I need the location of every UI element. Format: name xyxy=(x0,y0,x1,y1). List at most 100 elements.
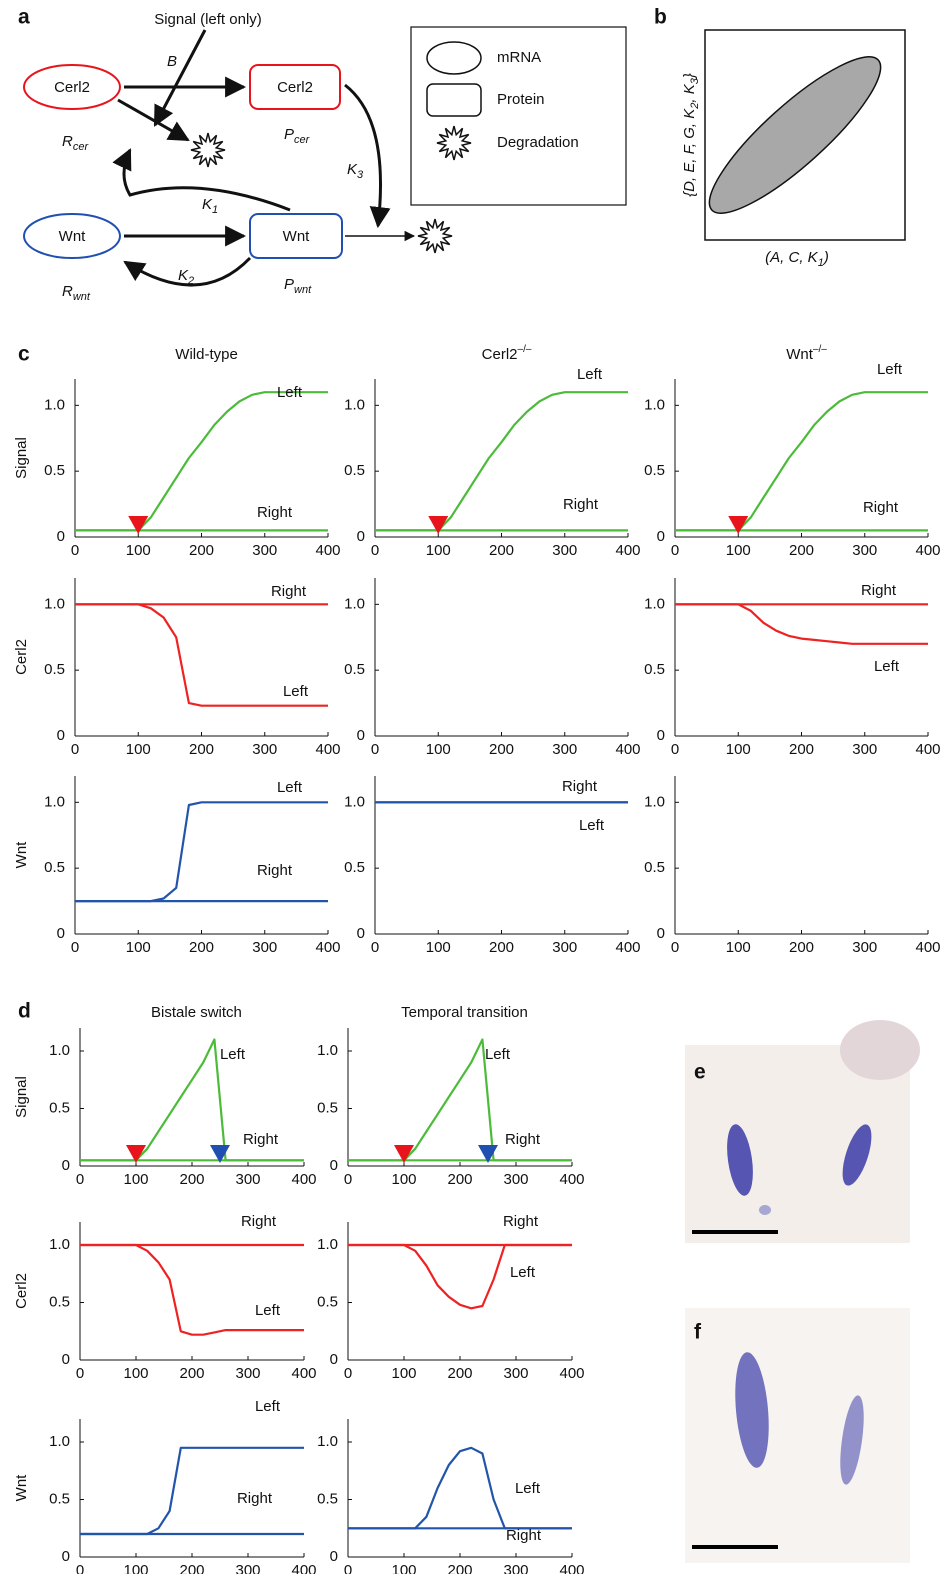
x-tick-label: 200 xyxy=(179,1171,204,1188)
parameter-box xyxy=(704,29,906,241)
input-label: Signal (left only) xyxy=(154,11,262,28)
x-tick-label: 300 xyxy=(252,741,277,758)
node-label: Wnt xyxy=(59,228,87,245)
legend-label: Degradation xyxy=(497,134,579,151)
y-tick-label: 0.5 xyxy=(344,462,365,479)
x-tick-label: 400 xyxy=(291,1171,316,1188)
title-text: Wnt xyxy=(786,346,814,363)
x-tick-label: 100 xyxy=(391,1562,416,1574)
onset-marker xyxy=(478,1145,498,1163)
node-label: Cerl2 xyxy=(54,79,90,96)
node-label: Cerl2 xyxy=(277,79,313,96)
subscript: wnt xyxy=(294,284,312,296)
series-label: Right xyxy=(863,499,899,516)
x-tick-label: 100 xyxy=(726,939,751,956)
title-text: Temporal transition xyxy=(401,1004,528,1021)
x-tick-label: 0 xyxy=(671,542,679,559)
variable-label: Pwnt xyxy=(284,276,312,296)
x-tick-label: 200 xyxy=(789,542,814,559)
param-label: K3 xyxy=(347,161,364,181)
subscript: cer xyxy=(73,141,90,153)
x-tick-label: 200 xyxy=(447,1562,472,1574)
x-tick-label: 0 xyxy=(671,741,679,758)
expression-spot xyxy=(759,1205,771,1215)
y-tick-label: 0 xyxy=(57,528,65,545)
x-tick-label: 200 xyxy=(447,1171,472,1188)
y-tick-label: 1.0 xyxy=(644,396,665,413)
param-label: K1 xyxy=(202,196,218,216)
x-tick-label: 0 xyxy=(71,939,79,956)
x-tick-label: 400 xyxy=(915,741,940,758)
x-tick-label: 300 xyxy=(552,741,577,758)
x-tick-label: 100 xyxy=(426,741,451,758)
x-tick-label: 200 xyxy=(189,939,214,956)
series-label: Left xyxy=(220,1046,246,1063)
variable-label: Rwnt xyxy=(62,283,91,303)
x-tick-label: 300 xyxy=(852,741,877,758)
y-tick-label: 0.5 xyxy=(644,462,665,479)
y-tick-label: 0 xyxy=(330,1351,338,1368)
x-tick-label: 100 xyxy=(426,542,451,559)
x-tick-label: 300 xyxy=(235,1562,260,1574)
x-tick-label: 400 xyxy=(559,1365,584,1382)
x-tick-label: 100 xyxy=(391,1365,416,1382)
mrna-node xyxy=(23,64,121,110)
y-tick-label: 0 xyxy=(657,727,665,744)
x-tick-label: 200 xyxy=(179,1562,204,1574)
x-tick-label: 400 xyxy=(559,1562,584,1574)
y-tick-label: 1.0 xyxy=(317,1042,338,1059)
axis-label: (A, C, K1) xyxy=(765,249,829,269)
y-tick-label: 0.5 xyxy=(644,859,665,876)
panel-label: e xyxy=(694,1061,706,1084)
legend-symbol xyxy=(426,41,482,75)
x-tick-label: 400 xyxy=(615,542,640,559)
expression-spot xyxy=(727,1124,753,1196)
symbol: P xyxy=(284,276,294,293)
stain-image: e xyxy=(685,1020,920,1243)
panel-label: d xyxy=(18,1000,31,1023)
x-tick-label: 300 xyxy=(503,1171,528,1188)
panel-label: a xyxy=(18,6,30,29)
x-tick-label: 200 xyxy=(489,939,514,956)
series-label: Left xyxy=(255,1398,281,1415)
parameter-region xyxy=(708,56,882,214)
mrna-node xyxy=(23,213,121,259)
x-tick-label: 0 xyxy=(671,939,679,956)
onset-marker xyxy=(210,1145,230,1163)
x-tick-label: 300 xyxy=(852,542,877,559)
subscript: wnt xyxy=(73,291,91,303)
node-label: Wnt xyxy=(283,228,311,245)
y-tick-label: 0 xyxy=(330,1548,338,1565)
x-tick-label: 400 xyxy=(915,939,940,956)
chart-title: Wild-type xyxy=(175,346,238,363)
y-tick-label: 1.0 xyxy=(44,396,65,413)
variable-label: Pcer xyxy=(284,126,311,146)
series-label: Left xyxy=(485,1046,511,1063)
x-tick-label: 100 xyxy=(391,1171,416,1188)
legend-label: mRNA xyxy=(497,49,541,66)
series-label: Right xyxy=(271,583,307,600)
arrow xyxy=(344,83,391,229)
x-tick-label: 0 xyxy=(344,1171,352,1188)
superscript: –/– xyxy=(813,344,827,355)
series-label: Left xyxy=(277,384,303,401)
onset-marker xyxy=(126,1145,146,1163)
x-tick-label: 400 xyxy=(615,741,640,758)
image-detail xyxy=(840,1020,920,1080)
expression-spot xyxy=(735,1352,769,1468)
y-tick-label: 0.5 xyxy=(44,661,65,678)
series-label: Right xyxy=(503,1213,539,1230)
x-tick-label: 300 xyxy=(552,542,577,559)
y-tick-label: 1.0 xyxy=(49,1042,70,1059)
subscript: 3 xyxy=(357,169,364,181)
series-label: Right xyxy=(505,1131,541,1148)
y-tick-label: 0 xyxy=(357,528,365,545)
x-tick-label: 0 xyxy=(371,542,379,559)
x-tick-label: 300 xyxy=(503,1365,528,1382)
symbol: K xyxy=(178,267,189,284)
y-tick-label: 0.5 xyxy=(344,859,365,876)
text: } xyxy=(681,73,698,80)
series-line xyxy=(75,801,328,903)
x-tick-label: 0 xyxy=(344,1365,352,1382)
y-tick-label: 0.5 xyxy=(317,1293,338,1310)
